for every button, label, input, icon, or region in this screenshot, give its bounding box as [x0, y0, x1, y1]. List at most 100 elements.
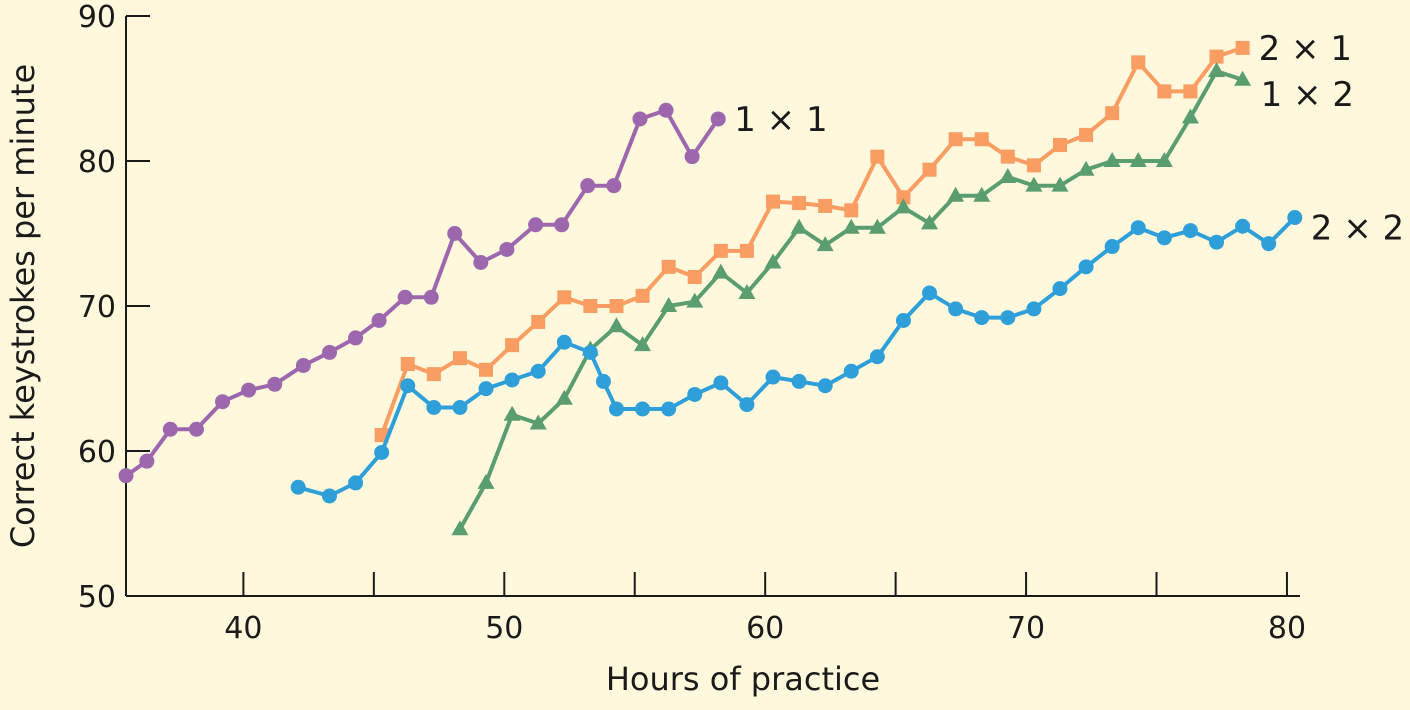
data-point: [868, 218, 886, 234]
data-point: [505, 338, 520, 353]
data-point: [321, 344, 337, 360]
data-point: [765, 369, 781, 385]
series-layer: 1 × 1 2 × 1 1 × 2 2 × 2: [118, 29, 1404, 536]
data-point: [400, 378, 416, 394]
data-point: [791, 373, 807, 389]
series-2: 2 × 1: [374, 29, 1352, 443]
data-point: [397, 289, 413, 305]
data-point: [473, 255, 489, 270]
y-tick-label: 90: [78, 0, 116, 35]
data-point: [974, 132, 989, 147]
data-point: [896, 190, 911, 205]
data-point: [632, 111, 648, 127]
x-axis-title: Hours of practice: [606, 660, 880, 698]
data-point: [609, 299, 624, 313]
data-point: [686, 292, 704, 308]
data-point: [607, 317, 625, 333]
data-point: [1026, 158, 1041, 173]
data-point: [267, 376, 283, 392]
series-label: 2 × 1: [1259, 29, 1352, 69]
data-point: [1103, 152, 1121, 167]
data-point: [1025, 176, 1043, 192]
series-label: 2 × 2: [1311, 209, 1404, 249]
data-point: [764, 253, 782, 269]
data-point: [1052, 281, 1068, 297]
data-point: [1234, 70, 1252, 86]
data-point: [451, 520, 469, 536]
data-point: [1130, 220, 1146, 236]
data-point: [948, 132, 963, 147]
x-tick-label: 70: [1007, 611, 1045, 646]
data-point: [1051, 176, 1069, 192]
data-point: [1261, 236, 1277, 252]
data-point: [499, 241, 515, 257]
data-point: [1078, 259, 1094, 275]
data-point: [1131, 55, 1146, 70]
data-point: [503, 405, 521, 421]
data-point: [738, 283, 756, 299]
y-tick-label: 70: [78, 290, 116, 325]
data-point: [555, 389, 573, 405]
series-label: 1 × 1: [734, 100, 827, 140]
data-point: [710, 111, 726, 127]
data-point: [948, 301, 964, 317]
data-point: [530, 363, 546, 379]
data-point: [634, 336, 652, 352]
data-point: [999, 167, 1017, 183]
data-point: [1157, 84, 1172, 99]
data-point: [452, 400, 468, 415]
data-point: [1079, 127, 1094, 142]
y-axis-title: Correct keystrokes per minute: [4, 64, 42, 548]
data-point: [661, 401, 677, 417]
data-point: [580, 178, 596, 194]
data-point: [556, 334, 572, 350]
data-point: [554, 217, 570, 233]
x-tick-label: 40: [224, 611, 262, 646]
data-point: [818, 198, 833, 213]
data-point: [1208, 62, 1226, 78]
data-point: [869, 349, 885, 365]
data-point: [447, 226, 463, 241]
data-point: [739, 243, 754, 258]
data-point: [894, 198, 912, 214]
axes: 50 60 70 80 90 40 50 60 70 80: [78, 0, 1306, 646]
data-point: [531, 314, 546, 329]
data-point: [188, 421, 204, 437]
data-point: [290, 479, 306, 495]
series-line: [297, 216, 1297, 498]
data-point: [660, 297, 678, 312]
data-point: [583, 299, 598, 313]
data-point: [348, 475, 364, 491]
data-point: [595, 373, 611, 389]
data-point: [1129, 152, 1147, 167]
data-point: [974, 310, 990, 326]
data-point: [842, 218, 860, 234]
data-point: [1182, 223, 1198, 239]
data-point: [1235, 40, 1250, 55]
data-point: [792, 196, 807, 211]
data-point: [1000, 310, 1016, 326]
data-point: [606, 178, 622, 194]
data-point: [477, 473, 495, 489]
data-point: [528, 217, 544, 233]
data-point: [374, 444, 390, 460]
data-point: [479, 362, 494, 377]
data-point: [687, 270, 702, 284]
data-point: [713, 243, 728, 258]
data-point: [844, 203, 859, 218]
data-point: [1155, 152, 1173, 167]
data-point: [870, 149, 885, 164]
series-1: 1 × 1: [118, 100, 828, 484]
data-point: [684, 149, 700, 165]
data-point: [371, 313, 387, 328]
data-point: [712, 263, 730, 279]
data-point: [321, 488, 337, 504]
data-point: [1183, 84, 1198, 99]
series-4: 2 × 2: [290, 209, 1404, 504]
series-line: [124, 108, 720, 478]
data-point: [922, 285, 938, 301]
data-point: [452, 351, 467, 366]
data-point: [658, 102, 674, 118]
series-line: [379, 46, 1244, 436]
data-point: [1000, 149, 1015, 164]
